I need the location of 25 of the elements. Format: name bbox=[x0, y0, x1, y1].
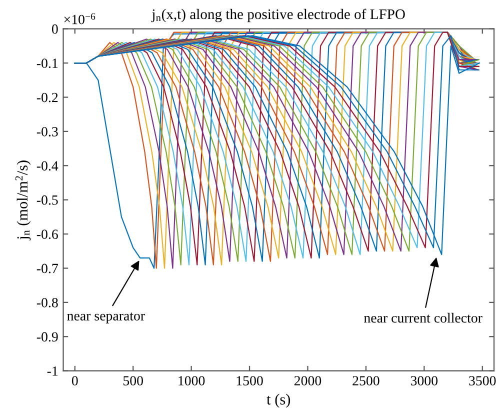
x-tick-label: 2000 bbox=[294, 376, 322, 386]
x-axis-title: t (s) bbox=[266, 394, 290, 408]
y-tick-label: 0 bbox=[52, 24, 58, 34]
x-tick-label: 0 bbox=[72, 376, 78, 386]
y-tick-label: -0.8 bbox=[36, 298, 58, 308]
y-tick-label: -1 bbox=[47, 366, 58, 376]
x-tick-label: 500 bbox=[123, 376, 143, 386]
x-tick-label: 3500 bbox=[469, 376, 496, 386]
y-tick-label: -0.5 bbox=[36, 195, 58, 205]
y-tick-label: -0.1 bbox=[36, 58, 58, 68]
x-tick-label: 1000 bbox=[178, 376, 205, 386]
x-tick-label: 2500 bbox=[352, 376, 380, 386]
y-tick-label: -0.7 bbox=[36, 264, 58, 274]
y-tick-label: -0.3 bbox=[36, 127, 58, 136]
y-axis-title: j$_{n}$ (mol/m$^{2}$/s) bbox=[15, 160, 31, 240]
y-tick-label: -0.9 bbox=[36, 332, 58, 342]
y-tick-label: -0.2 bbox=[36, 92, 58, 102]
annotation: near current collector bbox=[364, 312, 482, 323]
x-tick-label: 1500 bbox=[236, 376, 263, 386]
y-tick-label: -0.4 bbox=[36, 161, 58, 171]
chart-title: j$_{n}$(x,t) along the positive electrode of LFPO bbox=[151, 8, 405, 22]
text: ×10$^{−6}$ bbox=[64, 13, 96, 24]
x-tick-label: 3000 bbox=[410, 376, 438, 386]
y-tick-label: -0.6 bbox=[36, 230, 58, 240]
annotation: near separator bbox=[67, 312, 145, 324]
